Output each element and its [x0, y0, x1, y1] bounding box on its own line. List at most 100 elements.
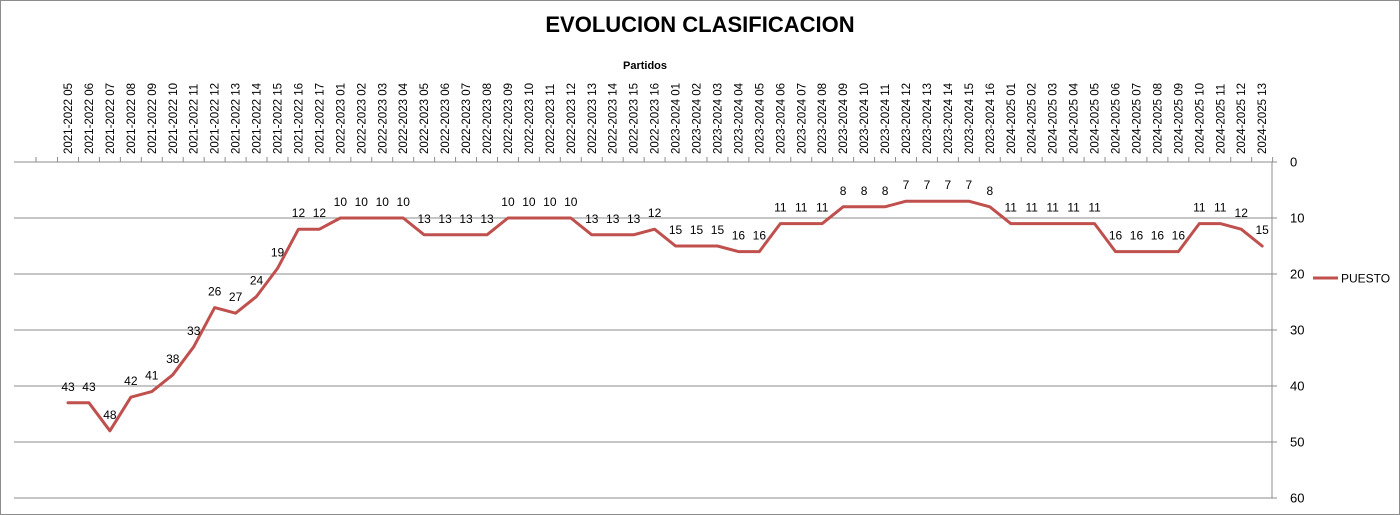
data-label: 10 [543, 195, 557, 209]
data-label: 16 [1172, 229, 1186, 243]
y-tick-label: 50 [1290, 435, 1304, 450]
x-tick-label: 2021-2022 06 [84, 83, 96, 154]
data-label: 10 [355, 195, 369, 209]
x-tick-label: 2024-2025 04 [1069, 82, 1081, 154]
x-tick-label: 2022-2023 04 [398, 82, 410, 154]
data-label: 11 [816, 201, 829, 215]
x-tick-label: 2022-2023 01 [335, 83, 347, 154]
x-axis-label: Partidos [622, 60, 667, 72]
data-label: 10 [522, 195, 536, 209]
data-label: 12 [1235, 206, 1249, 220]
data-label: 13 [585, 212, 599, 226]
data-label: 11 [1046, 201, 1059, 215]
data-label: 7 [945, 178, 952, 192]
data-label: 11 [795, 201, 808, 215]
x-tick-label: 2023-2024 02 [692, 83, 704, 154]
data-label: 33 [187, 324, 201, 338]
x-tick-label: 2021-2022 17 [314, 83, 326, 154]
x-tick-label: 2023-2024 05 [754, 83, 766, 154]
x-tick-label: 2022-2023 08 [482, 83, 494, 154]
data-label: 13 [417, 212, 431, 226]
data-label: 10 [501, 195, 515, 209]
x-tick-label: 2021-2022 14 [252, 82, 264, 154]
data-label: 11 [1088, 201, 1101, 215]
y-tick-label: 10 [1290, 211, 1304, 226]
data-label: 13 [459, 212, 473, 226]
x-tick-label: 2021-2022 15 [273, 83, 285, 154]
x-tick-label: 2023-2024 15 [964, 83, 976, 154]
data-label: 13 [606, 212, 620, 226]
x-tick-label: 2023-2024 08 [817, 83, 829, 154]
x-tick-label: 2021-2022 09 [147, 83, 159, 154]
data-labels: 43 43 48 42 41 38 33 26 27 24 19 12 12 10 10 10 10 13 13 13… [61, 178, 1269, 422]
x-tick-label: 2023-2024 06 [775, 83, 787, 154]
data-label: 11 [1005, 201, 1018, 215]
data-label: 15 [1255, 223, 1269, 237]
y-tick-label: 0 [1290, 155, 1297, 170]
x-tick-label: 2022-2023 10 [524, 83, 536, 154]
data-label: 11 [1025, 201, 1038, 215]
data-label: 16 [1109, 229, 1123, 243]
x-tick-label: 2023-2024 11 [880, 84, 892, 154]
x-tick-label: 2023-2024 14 [943, 82, 955, 154]
y-tick-labels: 0 10 20 30 40 50 60 [1290, 155, 1304, 506]
data-label: 16 [732, 229, 746, 243]
x-tick-label: 2023-2024 07 [796, 83, 808, 154]
x-tick-label: 2021-2022 11 [189, 84, 201, 154]
data-label: 16 [1130, 229, 1144, 243]
data-label: 11 [1067, 201, 1080, 215]
x-tick-label: 2021-2022 07 [105, 83, 117, 154]
chart-title: EVOLUCION CLASIFICACION [545, 12, 855, 37]
data-label: 16 [1151, 229, 1165, 243]
x-tick-label: 2021-2022 16 [293, 83, 305, 154]
x-tick-label: 2023-2024 03 [712, 83, 724, 154]
legend-entry: PUESTO [1341, 272, 1390, 286]
x-tick-label: 2023-2024 01 [671, 83, 683, 154]
x-tick-label: 2022-2023 12 [566, 83, 578, 154]
data-label: 8 [986, 184, 993, 198]
x-tick-label: 2023-2024 09 [838, 83, 850, 154]
data-label: 11 [1193, 201, 1206, 215]
data-label: 24 [250, 273, 264, 287]
x-tick-label: 2021-2022 12 [210, 83, 222, 154]
data-label: 19 [271, 245, 285, 259]
data-label: 11 [774, 201, 787, 215]
x-tick-label: 2022-2023 07 [461, 83, 473, 154]
x-tick-label: 2022-2023 15 [629, 83, 641, 154]
data-label: 43 [82, 380, 96, 394]
x-tick-label: 2024-2025 02 [1027, 83, 1039, 154]
data-label: 38 [166, 352, 180, 366]
data-label: 8 [882, 184, 889, 198]
x-tick-label: 2024-2025 11 [1215, 84, 1227, 154]
data-label: 8 [840, 184, 847, 198]
x-tick-label: 2022-2023 13 [587, 83, 599, 154]
y-tick-label: 60 [1290, 491, 1304, 506]
data-label: 43 [61, 380, 75, 394]
data-label: 42 [124, 374, 138, 388]
axes [14, 157, 1277, 499]
series-line-puesto [66, 199, 1264, 433]
data-label: 13 [438, 212, 452, 226]
gridlines [14, 217, 1272, 499]
x-tick-label: 2021-2022 08 [126, 83, 138, 154]
data-label: 26 [208, 285, 222, 299]
x-tick-label: 2023-2024 13 [922, 83, 934, 154]
data-label: 13 [627, 212, 641, 226]
y-tick-label: 30 [1290, 323, 1304, 338]
data-label: 10 [564, 195, 578, 209]
x-tick-label: 2024-2025 03 [1048, 83, 1060, 154]
x-tick-label: 2024-2025 10 [1194, 83, 1206, 154]
data-label: 13 [480, 212, 494, 226]
data-label: 48 [103, 408, 117, 422]
x-tick-label: 2021-2022 05 [63, 83, 75, 154]
x-tick-label: 2023-2024 10 [859, 83, 871, 154]
x-tick-label: 2024-2025 13 [1257, 83, 1269, 154]
data-label: 16 [753, 229, 767, 243]
y-tick-label: 20 [1290, 267, 1304, 282]
data-label: 12 [648, 206, 662, 220]
data-label: 12 [292, 206, 306, 220]
x-tick-label: 2023-2024 16 [985, 83, 997, 154]
x-tick-label: 2024-2025 07 [1131, 83, 1143, 154]
